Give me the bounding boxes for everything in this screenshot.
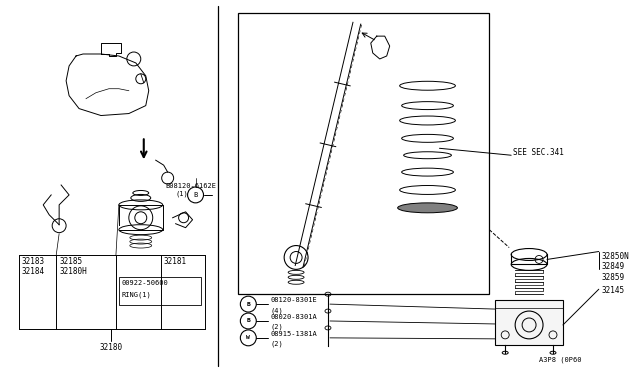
Text: 32180: 32180 — [99, 343, 122, 352]
Text: 32185: 32185 — [59, 257, 83, 266]
Bar — [119, 277, 200, 305]
Polygon shape — [66, 54, 148, 116]
Text: B: B — [246, 318, 250, 324]
Text: 08915-1381A: 08915-1381A — [270, 331, 317, 337]
Text: 32181: 32181 — [164, 257, 187, 266]
Polygon shape — [295, 22, 361, 267]
Text: B08120-6162E: B08120-6162E — [166, 183, 217, 189]
Text: B: B — [246, 302, 250, 307]
Text: RING(1): RING(1) — [122, 291, 152, 298]
Bar — [238, 13, 489, 294]
Ellipse shape — [397, 203, 458, 213]
Text: (4): (4) — [270, 307, 283, 314]
Text: (2): (2) — [270, 341, 283, 347]
Text: A3P8 (0P60: A3P8 (0P60 — [539, 357, 582, 363]
Bar — [495, 300, 563, 345]
Text: B: B — [193, 192, 198, 198]
Text: (1): (1) — [175, 191, 188, 198]
Text: 08020-8301A: 08020-8301A — [270, 314, 317, 320]
Text: 32180H: 32180H — [59, 267, 87, 276]
Text: 32184: 32184 — [21, 267, 44, 276]
Text: (2): (2) — [270, 324, 283, 330]
Text: 32859: 32859 — [602, 273, 625, 282]
Text: 32145: 32145 — [602, 286, 625, 295]
Text: 00922-50600: 00922-50600 — [122, 280, 168, 286]
Text: 32183: 32183 — [21, 257, 44, 266]
Text: SEE SEC.341: SEE SEC.341 — [513, 148, 564, 157]
Text: 32849: 32849 — [602, 262, 625, 272]
Text: W: W — [246, 335, 250, 340]
Text: 32850N: 32850N — [602, 251, 630, 260]
Text: 08120-8301E: 08120-8301E — [270, 297, 317, 303]
